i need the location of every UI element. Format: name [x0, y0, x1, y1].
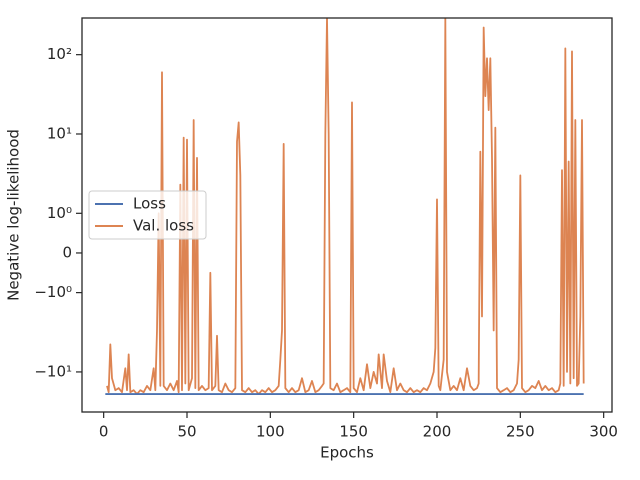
y-tick-label: −10⁰: [34, 283, 72, 301]
series-line: [106, 18, 585, 395]
y-tick-label: −10¹: [34, 362, 72, 380]
x-tick-label: 200: [423, 423, 452, 441]
plot-area: [105, 18, 585, 395]
legend: Loss Val. loss: [88, 190, 207, 240]
x-tick-label: 100: [256, 423, 285, 441]
x-tick-label: 150: [339, 423, 368, 441]
y-tick-label: 0: [62, 243, 72, 261]
y-tick-label: 10²: [47, 45, 72, 63]
x-axis-label: Epochs: [320, 444, 374, 462]
y-tick-label: 10¹: [47, 124, 72, 142]
x-tick-label: 0: [99, 423, 109, 441]
legend-label: Val. loss: [133, 217, 194, 235]
x-tick-label: 250: [506, 423, 535, 441]
y-tick-label: 10⁰: [47, 204, 72, 222]
x-tick-label: 50: [177, 423, 196, 441]
legend-label: Loss: [133, 195, 166, 213]
x-tick-label: 300: [589, 423, 618, 441]
axes-frame: [81, 17, 613, 413]
y-axis-label: Negative log-likelihood: [5, 129, 23, 301]
